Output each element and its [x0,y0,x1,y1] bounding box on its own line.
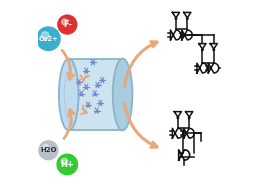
Circle shape [57,154,77,175]
Ellipse shape [113,59,132,130]
Polygon shape [170,30,181,40]
Circle shape [41,32,49,39]
Polygon shape [174,112,182,117]
Circle shape [39,141,58,160]
Circle shape [202,49,203,50]
Circle shape [61,158,68,165]
Ellipse shape [59,59,78,130]
Text: F-: F- [63,20,72,29]
Circle shape [188,117,190,119]
Circle shape [187,18,188,19]
Circle shape [43,145,49,151]
Circle shape [213,49,214,50]
Circle shape [58,15,77,34]
Polygon shape [182,30,192,40]
Polygon shape [172,128,183,138]
Text: H2O: H2O [40,147,57,153]
Text: H+: H+ [60,160,74,169]
Polygon shape [197,63,207,73]
Polygon shape [199,44,206,49]
Polygon shape [184,128,194,138]
Circle shape [175,18,177,19]
Circle shape [37,27,60,50]
Polygon shape [210,44,217,49]
Polygon shape [179,150,190,160]
Polygon shape [208,63,219,73]
Circle shape [62,19,68,25]
Polygon shape [173,12,179,18]
Circle shape [177,117,179,119]
Polygon shape [184,12,191,18]
Text: Cu2+: Cu2+ [39,36,58,42]
Polygon shape [186,112,193,117]
Bar [69,59,123,130]
